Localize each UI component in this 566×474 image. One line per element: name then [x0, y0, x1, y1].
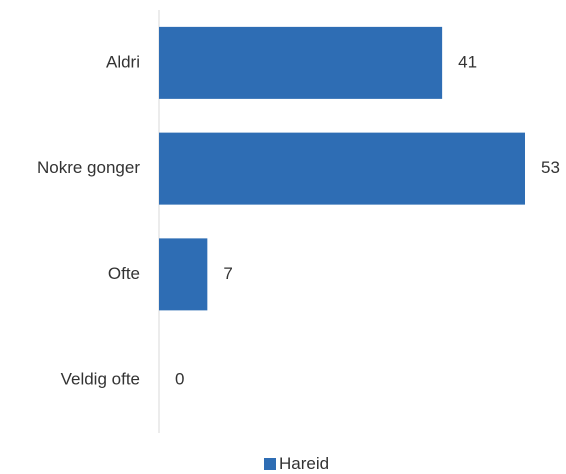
bars-group — [159, 26, 525, 311]
legend-label: Hareid — [279, 454, 330, 473]
data-labels-group: 41 53 7 0 — [175, 52, 560, 388]
category-label: Veldig ofte — [61, 370, 140, 389]
data-label: 41 — [458, 52, 477, 71]
data-label: 53 — [541, 158, 560, 177]
bar-ofte — [159, 238, 208, 311]
legend: Hareid — [264, 454, 329, 474]
legend-swatch — [264, 458, 276, 470]
category-labels-group: Aldri Nokre gonger Ofte Veldig ofte — [37, 52, 140, 388]
category-label: Nokre gonger — [37, 158, 140, 177]
category-label: Ofte — [108, 264, 140, 283]
data-label: 7 — [223, 264, 232, 283]
category-label: Aldri — [106, 52, 140, 71]
data-label: 0 — [175, 370, 184, 389]
bar-aldri — [159, 26, 443, 99]
bar-nokre-gonger — [159, 132, 525, 205]
